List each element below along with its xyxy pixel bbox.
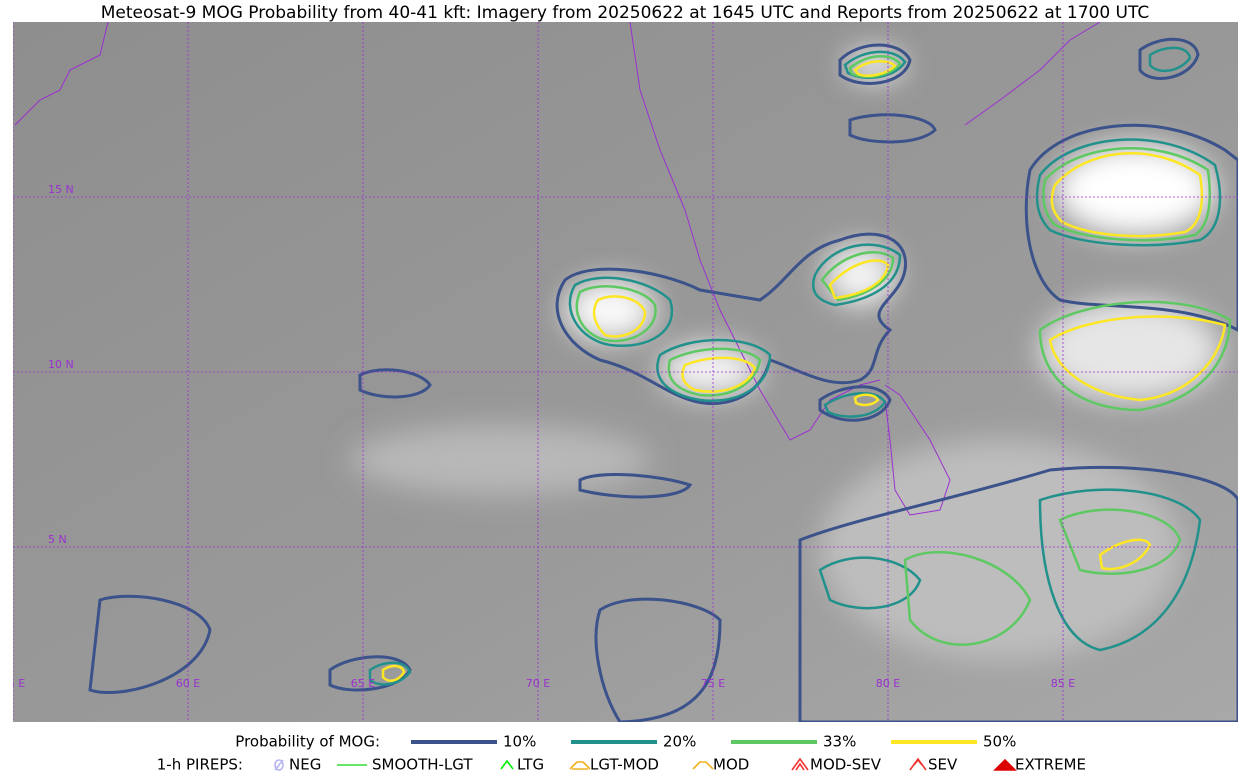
pirep-symbol [791,757,809,771]
legend-label: EXTREME [1015,756,1086,774]
legend-label: LGT-MOD [590,756,659,774]
lat-label: 10 N [48,358,74,371]
legend-label: SMOOTH-LGT [372,756,473,774]
legend-label: MOD-SEV [810,756,882,774]
lon-label: 75 E [701,677,725,690]
legend-label: 33% [823,733,856,751]
lat-label: 15 N [48,183,74,196]
legend-label: 20% [663,733,696,751]
legend-label: LTG [517,756,544,774]
lon-label: 65 E [351,677,375,690]
legend-label: NEG [289,756,321,774]
lon-label: 55 E [1,677,25,690]
pirep-symbol [500,759,514,770]
legend-label: SEV [928,756,958,774]
legend-label: MOD [713,756,749,774]
pirep-symbol [274,759,284,771]
legend: Probability of MOG: 10% 20% 33% 50% 1-h PIREP… [157,733,1086,774]
title: Meteosat-9 MOG Probability from 40-41 kf… [101,3,1150,23]
map: 15 N 10 N 5 N 55 E 60 E 65 E 70 E 75 E 80 E 85 E [1,22,1238,722]
legend-heading: Probability of MOG: [235,733,380,751]
legend-label: 10% [503,733,536,751]
pirep-symbol [692,761,714,770]
lat-label: 5 N [48,533,67,546]
pirep-symbol [909,757,927,771]
pirep-symbol [569,761,591,770]
contours [88,37,1238,722]
lon-label: 80 E [876,677,900,690]
legend-label: 50% [983,733,1016,751]
lon-label: 70 E [526,677,550,690]
lon-label: 85 E [1051,677,1075,690]
grid: 15 N 10 N 5 N 55 E 60 E 65 E 70 E 75 E 80 E 85 E [1,22,1238,722]
lon-label: 60 E [176,677,200,690]
pirep-symbol [993,758,1017,771]
legend-heading: 1-h PIREPS: [157,756,243,774]
